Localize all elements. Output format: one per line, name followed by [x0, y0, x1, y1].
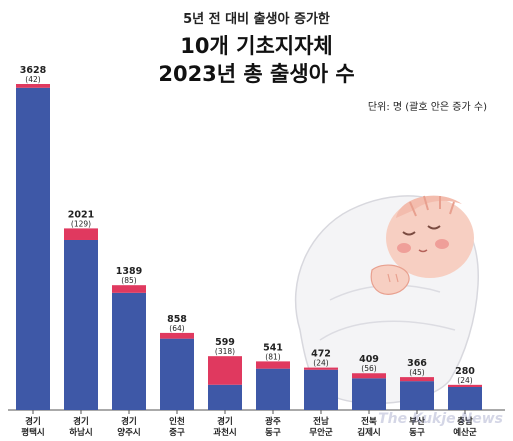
increase-label-7: (56): [361, 364, 376, 373]
chart-title-line2: 2023년 총 출생아 수: [158, 62, 355, 86]
total-label-7: 409: [359, 354, 379, 365]
category-labels-group: 경기평택시경기하남시경기양주시인천중구경기과천시광주동구전남무안군전북김제시부산…: [21, 410, 477, 438]
bar-increase-1: [64, 228, 98, 240]
category-region-3: 인천: [169, 416, 185, 427]
category-region-7: 전북: [361, 416, 377, 427]
total-label-5: 541: [263, 342, 283, 353]
total-label-8: 366: [407, 358, 427, 369]
increase-label-4: (318): [215, 347, 235, 356]
bar-increase-9: [448, 384, 482, 387]
increase-label-5: (81): [265, 352, 280, 361]
bar-base-5: [256, 368, 290, 410]
unit-note: 단위: 명 (괄호 안은 증가 수): [367, 102, 487, 113]
category-region-1: 경기: [73, 416, 89, 427]
category-region-0: 경기: [25, 416, 41, 427]
bar-base-7: [352, 378, 386, 410]
increase-label-3: (64): [169, 324, 184, 333]
total-label-9: 280: [455, 366, 475, 377]
category-region-8: 부산: [409, 416, 425, 427]
category-city-7: 김제시: [357, 427, 380, 438]
category-city-0: 평택시: [21, 427, 44, 438]
category-region-5: 광주: [265, 416, 281, 427]
data-labels-group: 3628(42) 2021(129) 1389(85) 858(64) 599(318)…: [20, 65, 476, 385]
category-city-2: 양주시: [117, 427, 140, 438]
increase-label-9: (24): [457, 376, 472, 385]
increase-label-6: (24): [313, 359, 328, 368]
category-city-4: 과천시: [213, 427, 236, 438]
chart-title-line1: 10개 기초지자체: [180, 34, 333, 58]
category-region-4: 경기: [217, 416, 233, 427]
bar-increase-3: [160, 332, 194, 339]
bar-increase-8: [400, 377, 434, 382]
category-region-2: 경기: [121, 416, 137, 427]
category-city-3: 중구: [169, 428, 185, 438]
category-city-8: 동구: [409, 428, 425, 438]
bar-base-0: [16, 87, 50, 410]
bar-increase-4: [208, 356, 242, 385]
total-label-4: 599: [215, 337, 235, 348]
category-region-9: 충남: [457, 416, 473, 427]
bar-increase-6: [304, 367, 338, 370]
chart-subtitle: 5년 전 대비 출생아 증가한: [183, 12, 330, 27]
total-label-6: 472: [311, 349, 331, 360]
increase-label-1: (129): [71, 219, 91, 228]
bar-increase-7: [352, 373, 386, 379]
total-label-1: 2021: [68, 209, 94, 220]
bar-increase-2: [112, 285, 146, 293]
bars-group: [16, 84, 482, 410]
bar-base-8: [400, 381, 434, 410]
total-label-0: 3628: [20, 65, 47, 76]
increase-label-8: (45): [409, 368, 424, 377]
category-city-1: 하남시: [69, 427, 92, 438]
bar-base-3: [160, 338, 194, 410]
bar-base-1: [64, 239, 98, 410]
increase-label-0: (42): [25, 75, 40, 84]
category-city-9: 예산군: [453, 427, 477, 438]
bar-base-4: [208, 384, 242, 410]
increase-label-2: (85): [121, 276, 136, 285]
category-region-6: 전남: [313, 416, 329, 427]
category-city-5: 동구: [265, 428, 281, 438]
bar-increase-5: [256, 361, 290, 369]
total-label-2: 1389: [116, 266, 142, 277]
bar-increase-0: [16, 84, 50, 88]
bar-base-2: [112, 292, 146, 410]
bar-base-9: [448, 386, 482, 410]
watermark: The Kukje News: [378, 411, 503, 427]
bar-base-6: [304, 369, 338, 410]
total-label-3: 858: [167, 314, 187, 325]
category-city-6: 무안군: [309, 427, 333, 438]
baby-illustration-icon: [294, 195, 479, 405]
